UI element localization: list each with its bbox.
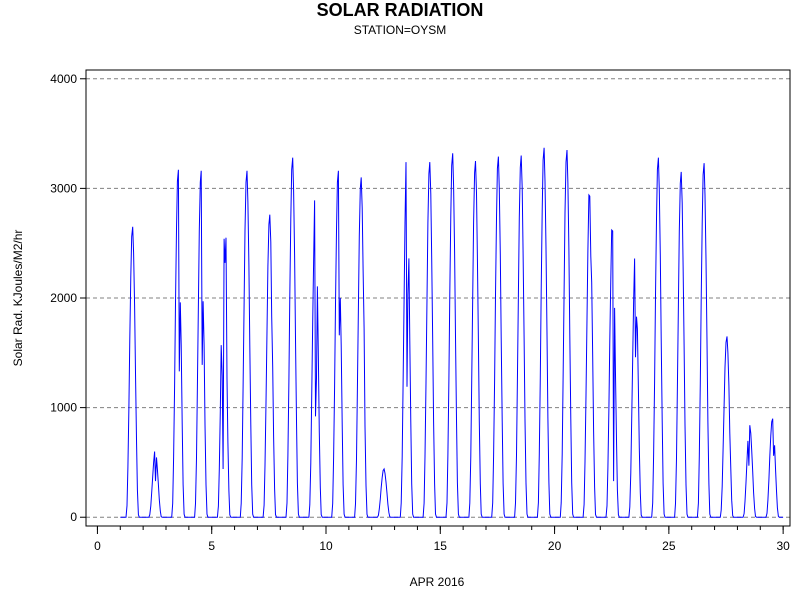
y-tick-label: 3000 (50, 181, 77, 195)
x-tick-label: 0 (94, 539, 101, 553)
chart-subtitle: STATION=OYSM (353, 23, 447, 37)
y-tick-label: 0 (70, 510, 77, 524)
x-tick-label: 20 (548, 539, 562, 553)
x-axis: 0 5 10 15 20 25 30 (94, 526, 790, 553)
x-tick-label: 10 (319, 539, 333, 553)
series-group (120, 147, 784, 518)
x-axis-label: APR 2016 (410, 575, 465, 589)
gridlines (86, 78, 790, 518)
y-tick-label: 1000 (50, 401, 77, 415)
x-tick-label: 5 (208, 539, 215, 553)
x-tick-label: 30 (776, 539, 790, 553)
y-axis-label: Solar Rad. KJoules/M2/hr (11, 230, 25, 367)
y-tick-label: 4000 (50, 72, 77, 86)
y-tick-label: 2000 (50, 291, 77, 305)
x-tick-label: 25 (662, 539, 676, 553)
x-tick-label: 15 (434, 539, 448, 553)
y-axis: 0 1000 2000 3000 4000 (50, 72, 86, 524)
chart-title: SOLAR RADIATION (316, 0, 484, 20)
series-line (120, 147, 784, 518)
